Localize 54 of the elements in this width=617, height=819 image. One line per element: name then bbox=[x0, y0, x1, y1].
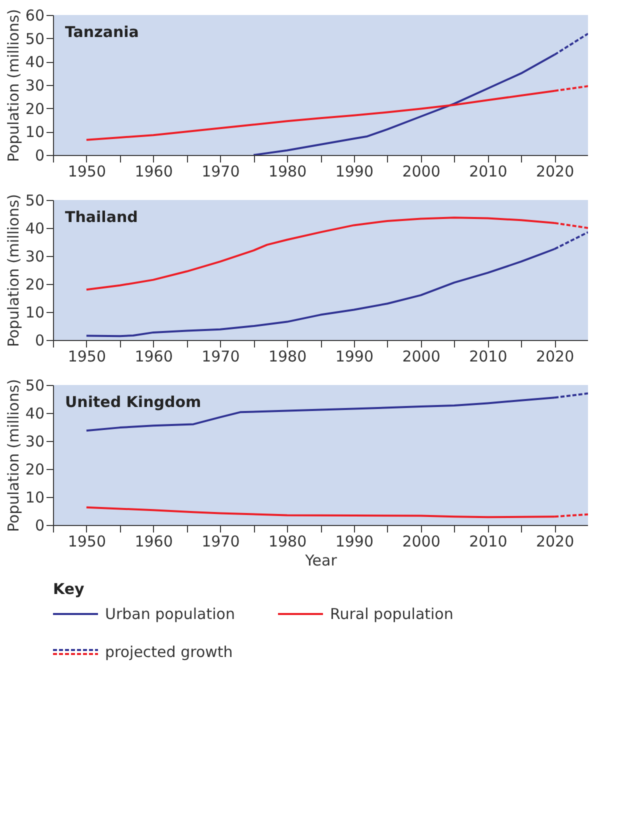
legend-label: Rural population bbox=[330, 605, 454, 623]
legend-title: Key bbox=[53, 580, 85, 598]
x-tick-label: 2000 bbox=[402, 532, 440, 550]
text: United Kingdom bbox=[65, 393, 202, 411]
x-tick-label: 1970 bbox=[202, 348, 240, 366]
x-tick-label: 1990 bbox=[335, 532, 374, 550]
y-axis-title: Population (millions) bbox=[4, 194, 22, 348]
text: Thailand bbox=[65, 208, 138, 226]
y-tick-label: 0 bbox=[34, 146, 44, 164]
y-tick-label: 40 bbox=[25, 220, 44, 238]
y-tick-label: 30 bbox=[25, 432, 44, 450]
y-tick-label: 10 bbox=[25, 304, 44, 322]
y-tick-label: 30 bbox=[25, 76, 44, 94]
y-tick-label: 40 bbox=[25, 53, 44, 72]
y-tick-label: 20 bbox=[25, 276, 44, 294]
x-tick-label: 2000 bbox=[402, 162, 440, 180]
y-tick-label: 0 bbox=[34, 516, 44, 534]
x-tick-label: 1950 bbox=[68, 162, 106, 180]
x-tick-label: 1980 bbox=[268, 162, 307, 180]
x-tick-label: 2010 bbox=[469, 162, 508, 180]
y-tick-label: 20 bbox=[25, 100, 44, 118]
x-tick-label: 1950 bbox=[68, 532, 106, 550]
x-tick-label: 1990 bbox=[335, 162, 374, 180]
x-tick-label: 2020 bbox=[536, 162, 574, 180]
y-tick-label: 60 bbox=[25, 6, 44, 24]
x-tick-label: 1980 bbox=[268, 348, 307, 366]
x-tick-label: 1950 bbox=[68, 348, 106, 366]
text: Tanzania bbox=[65, 23, 139, 41]
y-tick-label: 50 bbox=[25, 376, 44, 394]
x-tick-label: 2000 bbox=[402, 348, 440, 366]
y-tick-label: 10 bbox=[25, 488, 44, 506]
x-tick-label: 2020 bbox=[536, 348, 574, 366]
y-axis-title: Population (millions) bbox=[4, 378, 22, 532]
y-tick-label: 20 bbox=[25, 460, 44, 478]
y-tick-label: 40 bbox=[25, 404, 44, 422]
x-tick-label: 1960 bbox=[134, 532, 173, 550]
x-axis-title: Year bbox=[304, 552, 338, 570]
legend-label: Urban population bbox=[105, 605, 235, 623]
y-tick-label: 30 bbox=[25, 248, 44, 266]
x-tick-label: 2020 bbox=[536, 532, 574, 550]
x-tick-label: 1970 bbox=[202, 532, 240, 550]
y-axis-title: Population (millions) bbox=[4, 8, 22, 162]
x-tick-label: 1980 bbox=[268, 532, 307, 550]
legend-label: projected growth bbox=[105, 643, 233, 661]
x-tick-label: 1960 bbox=[134, 348, 173, 366]
x-tick-label: 1990 bbox=[335, 348, 374, 366]
x-tick-label: 1970 bbox=[202, 162, 240, 180]
y-tick-label: 50 bbox=[25, 192, 44, 210]
y-tick-label: 10 bbox=[25, 123, 44, 142]
x-tick-label: 2010 bbox=[469, 348, 508, 366]
y-tick-label: 50 bbox=[25, 30, 44, 48]
x-tick-label: 2010 bbox=[469, 532, 508, 550]
y-tick-label: 0 bbox=[34, 332, 44, 350]
x-tick-label: 1960 bbox=[134, 162, 173, 180]
